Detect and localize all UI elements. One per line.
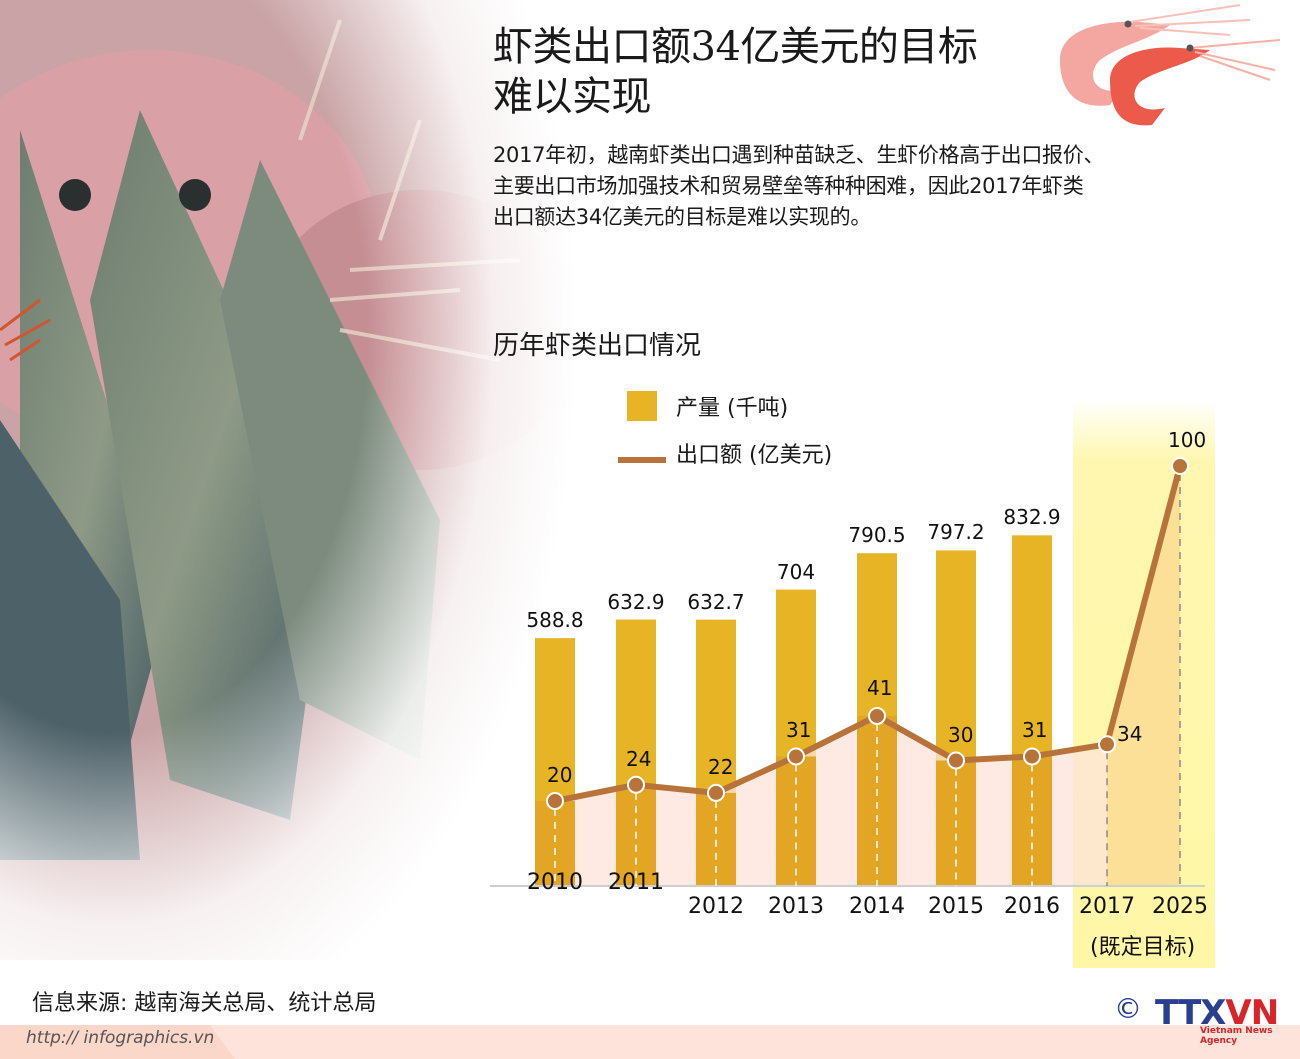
x-label-2025: 2025 xyxy=(1152,894,1208,919)
line-point-2025 xyxy=(1171,457,1189,475)
x-label-2015: 2015 xyxy=(928,894,984,919)
bar-value-2015: 797.2 xyxy=(927,520,985,545)
x-label-2017: 2017 xyxy=(1079,894,1135,919)
line-point-2011 xyxy=(627,775,645,794)
line-value-2011: 24 xyxy=(626,746,652,771)
footer-tab xyxy=(0,1025,235,1059)
line-value-2010: 20 xyxy=(547,763,573,787)
line-point-2013 xyxy=(787,747,805,766)
intro-line-2: 主要出口市场加强技术和贸易壁垒等种种困难，因此2017年虾类 xyxy=(493,174,1084,198)
logo-subtitle: Vietnam News Agency xyxy=(1200,1026,1273,1046)
line-point-2010 xyxy=(546,792,564,810)
shrimp-illustration xyxy=(1040,0,1290,130)
logo-main: TTX xyxy=(1155,993,1226,1033)
source-text: 信息来源: 越南海关总局、统计总局 xyxy=(32,991,377,1016)
chart-title: 历年虾类出口情况 xyxy=(493,331,702,361)
x-label-2014: 2014 xyxy=(849,894,905,919)
target-area xyxy=(1107,466,1180,886)
legend-line-label: 出口额 (亿美元) xyxy=(676,443,833,468)
legend-line-swatch xyxy=(618,457,666,463)
shrimp-photo xyxy=(0,0,620,960)
x-label-2011: 2011 xyxy=(608,870,664,895)
x-label-2010: 2010 xyxy=(527,870,583,895)
ttxvn-logo: TTXVN xyxy=(1155,993,1279,1033)
site-url[interactable]: http:// infographics.vn xyxy=(26,1028,215,1048)
x-label-2012: 2012 xyxy=(688,894,744,919)
title-line-2: 难以实现 xyxy=(493,74,652,120)
bar-value-2010: 588.8 xyxy=(526,608,584,633)
legend-bar-label: 产量 (千吨) xyxy=(676,396,789,421)
line-value-2017: 34 xyxy=(1117,722,1143,747)
x-label-2013: 2013 xyxy=(768,894,824,919)
page-title: 虾类出口额34亿美元的目标 难以实现 xyxy=(493,22,1053,122)
bar-value-2014: 790.5 xyxy=(848,523,906,548)
intro-line-3: 出口额达34亿美元的目标是难以实现的。 xyxy=(493,205,872,229)
line-point-2017 xyxy=(1098,735,1116,754)
intro-paragraph: 2017年初，越南虾类出口遇到种苗缺乏、生虾价格高于出口报价、 主要出口市场加强… xyxy=(493,140,1293,233)
line-point-2012 xyxy=(707,783,725,802)
bar-value-2011: 632.9 xyxy=(607,589,665,614)
line-value-2025: 100 xyxy=(1168,428,1207,452)
copyright-icon: © xyxy=(1114,992,1142,1025)
title-line-1: 虾类出口额34亿美元的目标 xyxy=(493,24,978,70)
line-value-2013: 31 xyxy=(786,718,812,743)
line-value-2014: 41 xyxy=(867,675,893,700)
logo-accent: VN xyxy=(1225,993,1279,1033)
bar-value-2013: 704 xyxy=(776,559,816,584)
line-value-2016: 31 xyxy=(1022,718,1048,743)
x-label-2016: 2016 xyxy=(1004,894,1060,919)
line-point-2014 xyxy=(868,706,886,725)
bar-value-2012: 632.7 xyxy=(687,589,745,614)
line-point-2016 xyxy=(1023,747,1041,766)
goal-note: (既定目标) xyxy=(1090,935,1196,960)
intro-line-1: 2017年初，越南虾类出口遇到种苗缺乏、生虾价格高于出口报价、 xyxy=(493,143,1105,167)
line-value-2012: 22 xyxy=(708,754,734,779)
line-point-2015 xyxy=(947,751,965,770)
line-value-2015: 30 xyxy=(948,722,974,747)
bar-value-2016: 832.9 xyxy=(1003,505,1061,530)
legend-bar-swatch xyxy=(627,391,657,421)
